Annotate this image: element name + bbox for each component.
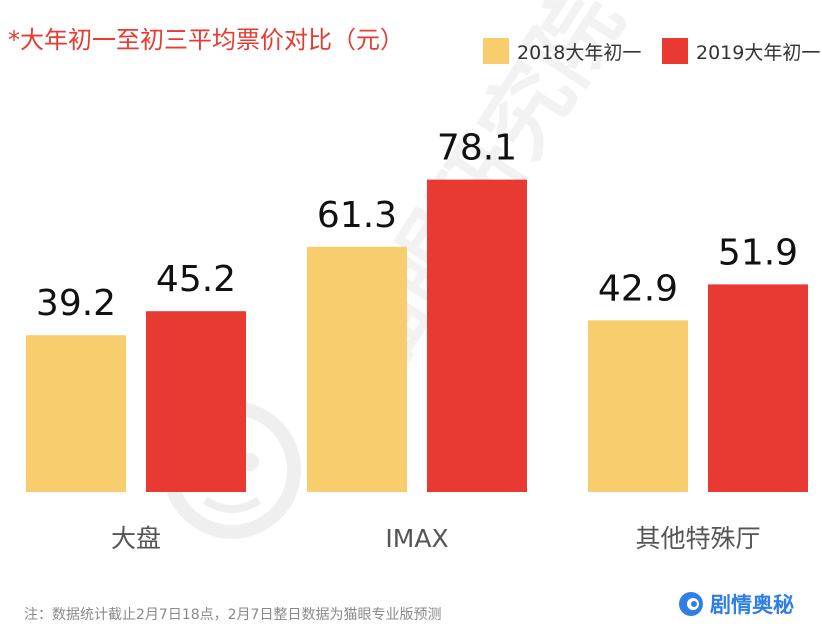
value-label-2019-2: 51.9 bbox=[718, 232, 798, 273]
bar-2019-0 bbox=[146, 311, 246, 492]
legend-swatch-2018 bbox=[483, 38, 509, 64]
category-label-1: IMAX bbox=[385, 524, 448, 553]
chart-title: *大年初一至初三平均票价对比（元） bbox=[8, 26, 404, 54]
bar-2019-2 bbox=[708, 284, 808, 492]
brand: 剧情奥秘 bbox=[678, 590, 794, 618]
value-label-2019-0: 45.2 bbox=[156, 259, 236, 300]
category-label-0: 大盘 bbox=[111, 524, 161, 553]
bar-2018-2 bbox=[588, 320, 688, 492]
bar-2018-1 bbox=[307, 246, 407, 492]
value-label-2018-2: 42.9 bbox=[598, 268, 678, 309]
bar-2019-1 bbox=[427, 179, 527, 492]
value-label-2018-1: 61.3 bbox=[317, 195, 397, 236]
brand-name: 剧情奥秘 bbox=[710, 593, 794, 617]
bar-2018-0 bbox=[26, 335, 126, 492]
legend-label-2018: 2018大年初一 bbox=[517, 41, 642, 64]
legend-item-2019: 2019大年初一 bbox=[662, 38, 820, 64]
category-label-2: 其他特殊厅 bbox=[635, 524, 760, 553]
value-label-2019-1: 78.1 bbox=[437, 128, 517, 169]
legend-item-2018: 2018大年初一 bbox=[483, 38, 641, 64]
value-label-2018-0: 39.2 bbox=[36, 283, 116, 324]
legend-swatch-2019 bbox=[662, 38, 688, 64]
brand-logo-icon bbox=[679, 592, 703, 616]
legend-label-2019: 2019大年初一 bbox=[696, 41, 821, 64]
footnote: 注：数据统计截止2月7日18点，2月7日整日数据为猫眼专业版预测 bbox=[24, 607, 442, 623]
